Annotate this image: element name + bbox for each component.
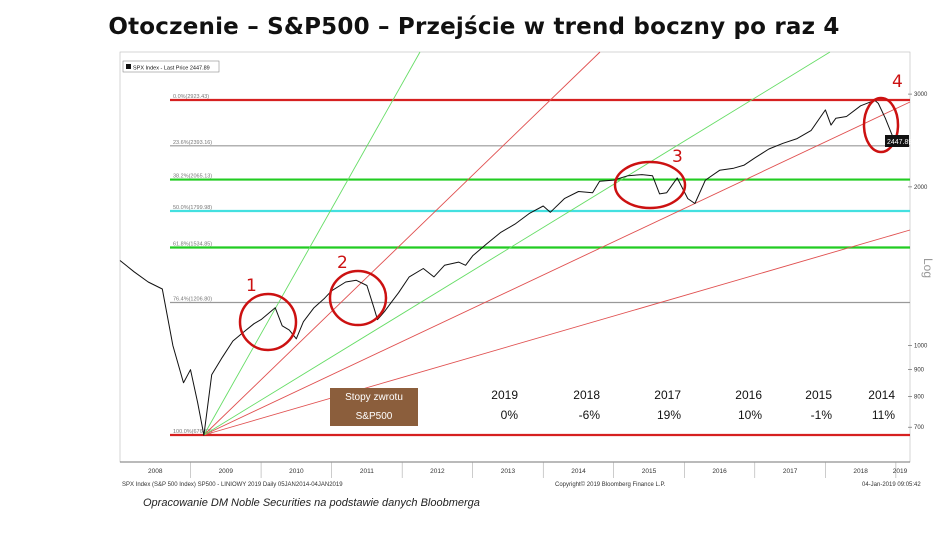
fan-lines	[203, 51, 911, 436]
y-tick-label-5: 3000	[914, 92, 928, 98]
x-tick-label-7: 2015	[642, 468, 657, 475]
x-tick-label-2: 2010	[289, 468, 304, 475]
returns-label-box: Stopy zwrotu S&P500	[330, 388, 418, 426]
x-tick-label-4: 2012	[430, 468, 445, 475]
fan-line-0	[203, 101, 911, 436]
fib-level-label-5: 76.4%(1206.80)	[173, 297, 212, 303]
log-scale-label: Log	[921, 258, 935, 278]
x-tick-label-9: 2017	[783, 468, 798, 475]
page-title: Otoczenie – S&P500 – Przejście w trend b…	[108, 14, 840, 40]
fib-level-label-3: 50.0%(1799.98)	[173, 205, 212, 211]
legend-box	[122, 60, 220, 73]
fan-line-3	[203, 51, 421, 436]
returns-value-2014: 11%	[871, 408, 895, 422]
x-tick-label-11: 2019	[893, 468, 908, 475]
y-axis: 700 800 900 1000 2000 3000	[908, 92, 928, 431]
returns-value-2017: 19%	[656, 408, 681, 422]
returns-value-2018: -6%	[578, 408, 600, 422]
x-axis: 2008 2009 2010 2011 2012 2013 2014 2015 2016 2017…	[148, 462, 908, 478]
x-tick-label-0: 2008	[148, 468, 163, 475]
fan-line-1	[203, 51, 601, 436]
x-tick-label-10: 2018	[853, 468, 868, 475]
footer-right: 04-Jan-2019 09:05:42	[862, 482, 921, 488]
y-tick-label-1: 800	[914, 395, 925, 401]
legend-label: SPX Index - Last Price 2447.89	[133, 66, 210, 72]
returns-year-2018: 2018	[573, 388, 600, 402]
annotation-number-2: 2	[337, 253, 348, 273]
returns-year-2019: 2019	[491, 388, 518, 402]
returns-year-2014: 2014	[868, 388, 895, 402]
returns-value-2019: 0%	[500, 408, 518, 422]
y-tick-label-4: 2000	[914, 185, 928, 191]
fan-line-4	[203, 51, 831, 436]
fib-level-label-1: 23.6%(2393.16)	[173, 140, 212, 146]
x-tick-label-1: 2009	[219, 468, 234, 475]
price-line	[119, 99, 897, 436]
returns-label-line1: Stopy zwrotu	[345, 392, 403, 403]
returns-year-2017: 2017	[654, 388, 681, 402]
y-tick-label-0: 700	[914, 425, 925, 431]
footer-left: SPX Index (S&P 500 Index) SP500 - LINIOW…	[122, 482, 343, 488]
x-tick-label-8: 2016	[712, 468, 727, 475]
fib-level-label-4: 61.8%(1534.85)	[173, 241, 212, 247]
price-series	[119, 99, 897, 436]
x-tick-label-6: 2014	[571, 468, 586, 475]
x-tick-label-5: 2013	[501, 468, 516, 475]
returns-label-line2: S&P500	[355, 411, 393, 422]
footer-center: Copyright© 2019 Bloomberg Finance L.P.	[555, 481, 666, 488]
annotation-circle-4	[862, 96, 900, 154]
annotations: 1 2 3 4	[238, 72, 903, 352]
returns-year-2016: 2016	[735, 388, 762, 402]
legend-swatch	[126, 64, 131, 69]
returns-value-2016: 10%	[737, 408, 762, 422]
annotation-circle-1	[238, 292, 298, 352]
fan-line-2	[203, 229, 911, 436]
source-caption: Opracowanie DM Noble Securities na podst…	[143, 497, 480, 509]
annotation-number-1: 1	[246, 276, 257, 296]
fib-level-label-0: 0.0%(2923.43)	[173, 94, 209, 100]
returns-year-2015: 2015	[805, 388, 832, 402]
x-tick-label-3: 2011	[360, 468, 374, 475]
annotation-circle-2	[328, 269, 388, 327]
fib-level-label-6: 100.0%(676.53)	[173, 429, 212, 435]
plot-frame	[119, 51, 911, 463]
fib-level-label-2: 38.2%(2065.13)	[173, 174, 212, 180]
returns-value-2015: -1%	[810, 408, 832, 422]
fibonacci-levels: 0.0%(2923.43) 23.6%(2393.16) 38.2%(2065.13…	[170, 94, 910, 437]
last-price-tag-bg	[885, 135, 909, 147]
annotation-circle-3	[613, 160, 687, 210]
y-tick-label-2: 900	[914, 368, 925, 374]
last-price-tag: 2447.89	[887, 139, 912, 146]
y-tick-label-3: 1000	[914, 344, 928, 350]
annotation-number-3: 3	[672, 147, 683, 167]
annotation-number-4: 4	[892, 72, 903, 92]
